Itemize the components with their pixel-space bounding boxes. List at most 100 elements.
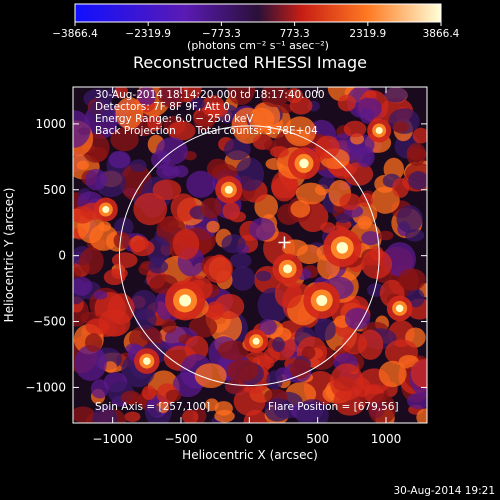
heatmap-source-peak (375, 126, 383, 134)
heatmap-image (73, 87, 427, 423)
heatmap-texture-blob (214, 293, 245, 320)
heatmap-texture-blob (361, 231, 380, 246)
heatmap-texture-blob (408, 171, 427, 190)
heatmap-texture-blob (378, 230, 394, 241)
heatmap-texture-blob (217, 340, 250, 361)
heatmap-texture-blob (141, 385, 157, 400)
heatmap-texture-blob (278, 103, 293, 114)
heatmap-texture-blob (221, 234, 246, 254)
heatmap-texture-blob (290, 200, 311, 218)
heatmap-texture-blob (235, 157, 265, 192)
info-line-counts: Back Projection Total counts: 3.78E+04 (95, 125, 318, 137)
heatmap-texture-blob (89, 98, 115, 123)
heatmap-texture-blob (344, 307, 371, 330)
heatmap-texture-blob (201, 95, 225, 118)
heatmap-texture-blob (364, 90, 377, 99)
plot-timestamp: 30-Aug-2014 19:21 (393, 485, 495, 497)
heatmap-texture-blob (329, 363, 364, 401)
heatmap-source-peak (283, 264, 293, 274)
heatmap-source-peak (336, 242, 349, 254)
heatmap-texture-blob (110, 127, 139, 152)
heatmap-texture-blob (188, 316, 218, 338)
heatmap-texture-blob (223, 138, 251, 161)
colorbar-tick-label: 773.3 (280, 28, 310, 40)
colorbar-tick-label: −2319.9 (125, 28, 171, 40)
heatmap-texture-blob (128, 235, 150, 252)
colorbar-tick-label: −773.3 (202, 28, 241, 40)
heatmap-texture-blob (248, 107, 275, 131)
heatmap-texture-blob (130, 159, 147, 173)
heatmap-source-peak (224, 185, 233, 194)
heatmap-texture-blob (398, 268, 426, 291)
heatmap-texture-blob (410, 359, 427, 389)
y-tick-label: 1000 (35, 117, 66, 131)
heatmap-texture-blob (361, 249, 393, 279)
heatmap-texture-blob (190, 97, 205, 111)
heatmap-texture-blob (124, 411, 141, 423)
colorbar-tick-label: 3866.4 (423, 28, 460, 40)
heatmap-source-peak (299, 158, 309, 169)
heatmap-texture-blob (383, 87, 408, 103)
heatmap-texture-blob (147, 114, 163, 132)
heatmap-texture-blob (214, 401, 233, 416)
heatmap-texture-blob (113, 232, 132, 249)
heatmap-texture-blob (407, 392, 427, 409)
heatmap-texture-blob (396, 205, 423, 233)
heatmap-texture-blob (357, 329, 384, 360)
colorbar-tick-label: −3866.4 (52, 28, 98, 40)
colorbar-units: (photons cm⁻² s⁻¹ asec⁻²) (187, 39, 329, 52)
heatmap-texture-blob (359, 108, 375, 124)
flare-position-label: Flare Position = [679,56] (268, 401, 399, 413)
heatmap-texture-blob (301, 346, 316, 360)
heatmap-source-peak (316, 294, 328, 306)
colorbar-tick-label: 2319.9 (349, 28, 386, 40)
heatmap-texture-blob (264, 398, 291, 422)
heatmap-texture-blob (157, 87, 186, 109)
heatmap-texture-blob (406, 142, 427, 166)
heatmap-texture-blob (266, 370, 284, 390)
heatmap-texture-blob (74, 345, 107, 382)
heatmap-texture-blob (295, 182, 327, 205)
heatmap-texture-blob (296, 244, 323, 265)
x-tick-label: 0 (245, 432, 253, 446)
heatmap-texture-blob (111, 252, 138, 269)
heatmap-texture-blob (161, 318, 177, 334)
heatmap-texture-blob (73, 110, 91, 148)
y-tick-label: 500 (43, 183, 66, 197)
heatmap-texture-blob (259, 318, 277, 335)
heatmap-texture-blob (92, 404, 118, 423)
heatmap-texture-blob (343, 120, 367, 138)
heatmap-texture-blob (146, 236, 171, 264)
heatmap-texture-blob (370, 186, 400, 214)
heatmap-texture-blob (79, 247, 104, 275)
heatmap-texture-blob (149, 405, 162, 417)
heatmap-texture-blob (224, 379, 245, 394)
heatmap-texture-blob (73, 267, 82, 278)
heatmap-texture-blob (229, 253, 252, 269)
x-tick-label: 1000 (371, 432, 402, 446)
plot-frame (72, 86, 428, 424)
heatmap-texture-blob (284, 116, 317, 147)
heatmap-texture-blob (120, 390, 141, 405)
colorbar-ticks: −3866.4 −2319.9 −773.3 773.3 2319.9 3866.4 (52, 22, 460, 40)
heatmap-texture-blob (159, 216, 179, 233)
heatmap-texture-blob (165, 389, 182, 402)
x-tick-label: 500 (306, 432, 329, 446)
heatmap-texture-blob (90, 379, 109, 399)
heatmap-texture-blob (271, 176, 299, 199)
heatmap-texture-blob (161, 165, 176, 177)
colorbar-gradient (74, 3, 442, 23)
heatmap-texture-blob (108, 150, 131, 169)
heatmap-texture-blob (289, 96, 313, 115)
heatmap-source-peak (143, 357, 151, 365)
heatmap-texture-blob (182, 409, 199, 423)
heatmap-texture-blob (356, 146, 375, 168)
plot-area: −1000 −500 0 500 1000 −1000 −500 0 500 1000 30-A… (25, 86, 428, 446)
heatmap-texture-blob (274, 279, 302, 309)
heatmap-texture-blob (167, 121, 196, 141)
heatmap-texture-blob (343, 162, 374, 186)
x-axis-ticks: −1000 −500 0 500 1000 (92, 87, 401, 446)
heatmap-texture-blob (383, 242, 416, 277)
heatmap-texture-blob (85, 333, 103, 352)
heatmap-texture-blob (296, 399, 329, 423)
